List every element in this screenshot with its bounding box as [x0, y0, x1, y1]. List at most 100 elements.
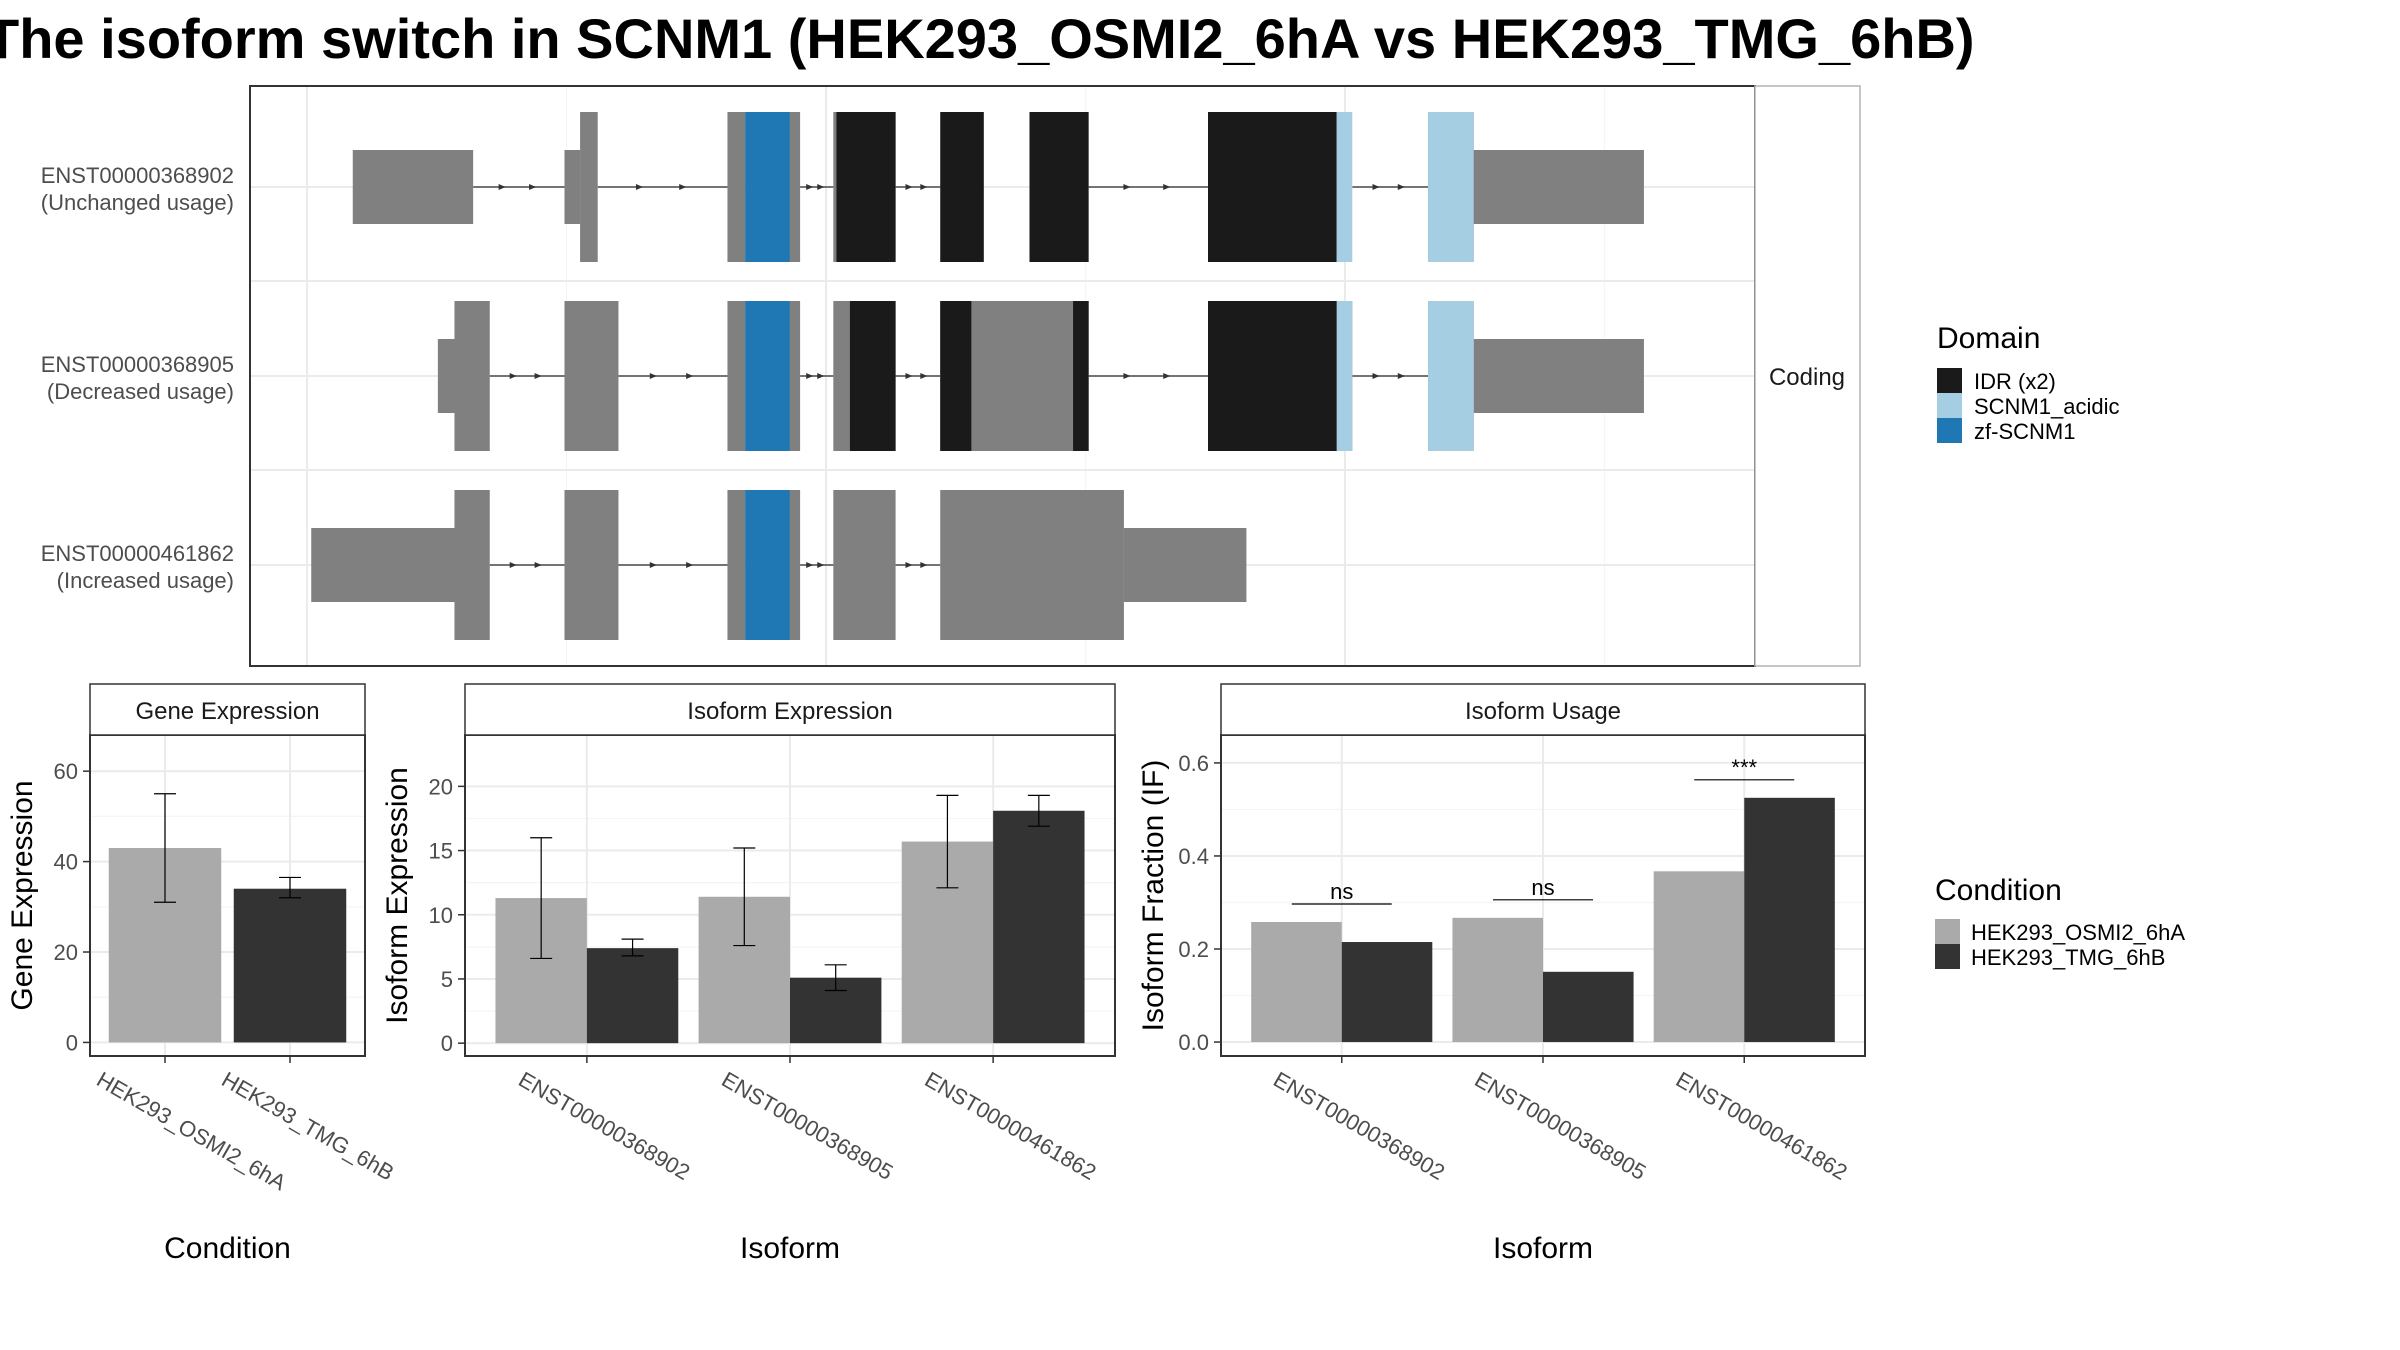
panel-strip: [464, 683, 1116, 736]
intron-arrow: [920, 373, 928, 379]
coding-exon: [454, 301, 490, 451]
domain-zf-scnm1: [745, 301, 790, 451]
intron-arrow: [649, 562, 657, 568]
intron-arrow: [817, 562, 825, 568]
coding-exon: [833, 490, 896, 640]
coding-exon: [727, 112, 746, 262]
x-tick-label: ENST00000368905: [718, 1067, 898, 1185]
y-tick-label: 40: [54, 850, 78, 875]
bar: [1744, 797, 1835, 1043]
coding-exon: [940, 490, 1124, 640]
utr-exon: [352, 150, 474, 224]
domain-zf-scnm1: [745, 112, 790, 262]
panel-gene-expression: Gene Expression0204060HEK293_OSMI2_6hAHE…: [6, 683, 398, 1265]
intron-arrow: [686, 562, 694, 568]
x-tick-label: ENST00000461862: [921, 1067, 1101, 1185]
intron-arrow: [905, 184, 913, 190]
bar: [233, 888, 347, 1043]
domain-idr-x2-: [836, 112, 896, 262]
x-axis-title: Isoform: [740, 1232, 840, 1265]
bar: [1251, 922, 1342, 1043]
utr-exon: [437, 339, 455, 413]
domain-scnm1-acidic: [1336, 112, 1353, 262]
expression-panels: Gene Expression0204060HEK293_OSMI2_6hAHE…: [6, 683, 1866, 1265]
domain-scnm1-acidic: [1336, 301, 1353, 451]
intron-arrow: [1123, 373, 1131, 379]
intron-arrow: [498, 184, 506, 190]
y-tick-label: 20: [429, 774, 453, 799]
utr-exon: [1473, 339, 1644, 413]
domain-idr-x2-: [849, 301, 896, 451]
intron-arrow: [817, 184, 825, 190]
domain-zf-scnm1: [745, 490, 790, 640]
intron-arrow: [1372, 373, 1380, 379]
intron-arrow: [806, 562, 814, 568]
utr-exon: [564, 150, 581, 224]
intron-arrow: [529, 184, 537, 190]
coding-exon: [564, 490, 619, 640]
y-tick-label: 0: [66, 1030, 78, 1055]
intron-arrow: [920, 562, 928, 568]
domain-scnm1-acidic: [1428, 301, 1474, 451]
domain-idr-x2-: [1208, 112, 1337, 262]
y-tick-label: 10: [429, 903, 453, 928]
domain-legend-label: zf-SCNM1: [1974, 419, 2075, 444]
intron-arrow: [686, 373, 694, 379]
panel-isoform-usage: ns ns *** Isoform Usage 0.0 0.2 0.4 0.6 ENST0000…: [1137, 683, 1866, 1265]
panel-strip-label: Isoform Usage: [1465, 698, 1621, 725]
intron-arrow: [509, 373, 517, 379]
transcript-structure-panel: Coding ENST00000368902(Unchanged usage)E…: [41, 85, 1861, 667]
bar: [1543, 971, 1634, 1043]
structure-tracks: [311, 112, 1644, 640]
domain-scnm1-acidic: [1428, 112, 1474, 262]
x-axis-title: Isoform: [1493, 1232, 1593, 1265]
intron-arrow: [905, 562, 913, 568]
x-tick-label: ENST00000461862: [1672, 1067, 1852, 1185]
transcript-labels: ENST00000368902(Unchanged usage) ENST0000…: [41, 163, 234, 593]
coding-exon: [727, 490, 746, 640]
significance-label: ns: [1531, 875, 1554, 900]
intron-arrow: [1163, 184, 1171, 190]
panel-strip: [1220, 683, 1866, 736]
utr-exon: [1461, 150, 1644, 224]
domain-legend-title: Domain: [1937, 322, 2040, 355]
significance-label: ***: [1731, 755, 1757, 780]
transcript-id-label: ENST00000368905: [41, 352, 234, 377]
bar: [1452, 917, 1543, 1043]
intron-arrow: [920, 184, 928, 190]
y-tick-label: 5: [441, 967, 453, 992]
domain-idr-x2-: [1073, 301, 1089, 451]
coding-exon: [454, 490, 490, 640]
intron-arrow: [509, 562, 517, 568]
panel-isoform-expression: Isoform Expression 0 5 10 15 20 ENST0000036890…: [381, 683, 1116, 1265]
intron-arrow: [1123, 184, 1131, 190]
panel-strip-label: Gene Expression: [135, 698, 319, 725]
domain-legend-label: IDR (x2): [1974, 369, 2056, 394]
transcript-track-ENST00000368905: [437, 301, 1644, 451]
y-tick-label: 60: [54, 759, 78, 784]
domain-legend-key: [1937, 418, 1962, 443]
intron-arrow: [635, 184, 643, 190]
domain-idr-x2-: [940, 112, 984, 262]
condition-legend-key: [1935, 944, 1960, 969]
utr-exon: [1123, 528, 1247, 602]
domain-idr-x2-: [1029, 112, 1089, 262]
domain-idr-x2-: [1208, 301, 1337, 451]
y-axis-title: Isoform Expression: [381, 767, 414, 1024]
y-tick-label: 0.0: [1178, 1030, 1209, 1055]
transcript-id-label: ENST00000368902: [41, 163, 234, 188]
transcript-id-label: ENST00000461862: [41, 541, 234, 566]
bar: [993, 810, 1085, 1044]
domain-legend-key: [1937, 368, 1962, 393]
transcript-track-ENST00000368902: [352, 112, 1644, 262]
intron-arrow: [1397, 373, 1405, 379]
intron-arrow: [905, 373, 913, 379]
y-tick-label: 0.6: [1178, 751, 1209, 776]
x-axis-title: Condition: [164, 1232, 291, 1265]
figure-title: The isoform switch in SCNM1 (HEK293_OSMI…: [0, 7, 1975, 70]
intron-arrow: [1397, 184, 1405, 190]
x-tick-label: ENST00000368905: [1471, 1067, 1651, 1185]
panel-strip: [89, 683, 366, 736]
intron-arrow: [679, 184, 687, 190]
